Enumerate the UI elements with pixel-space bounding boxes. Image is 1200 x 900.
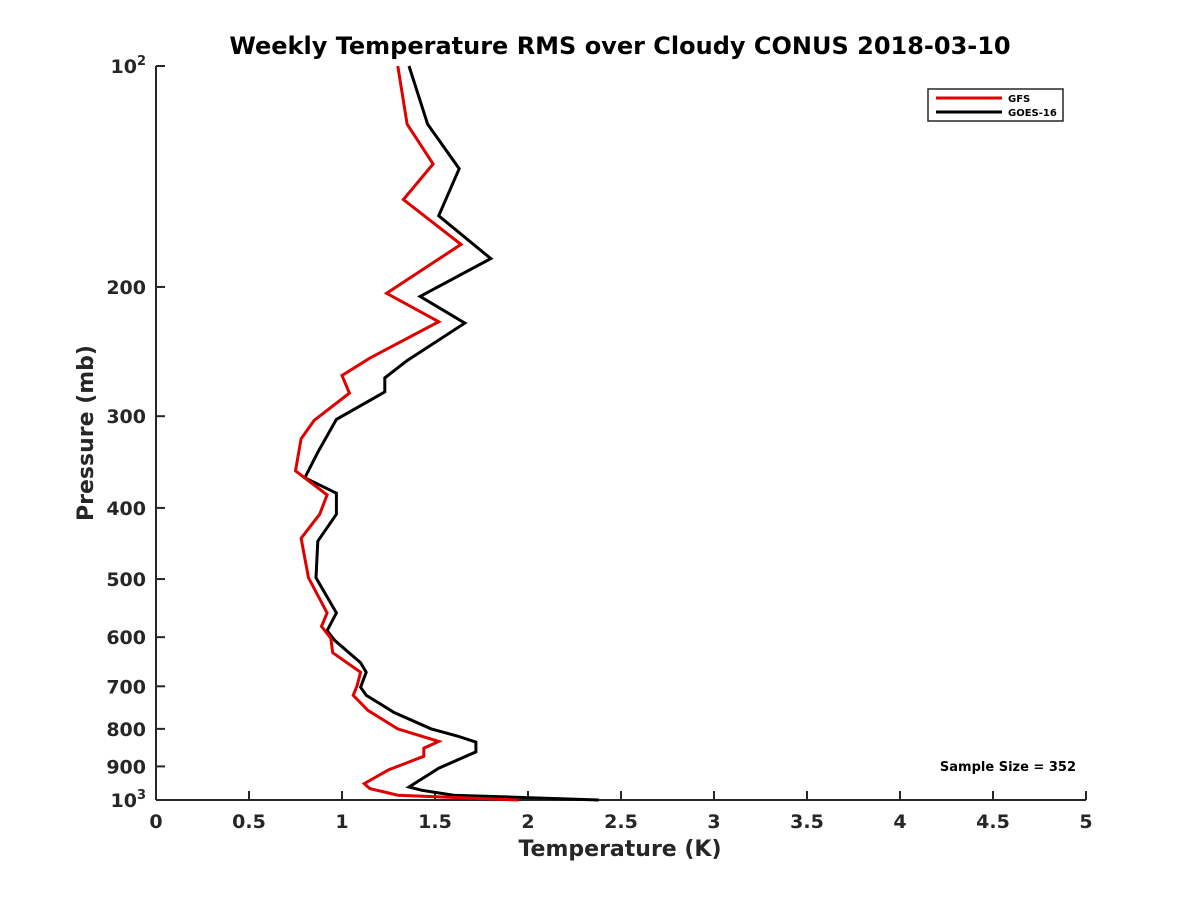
x-tick-label: 2.5: [604, 811, 638, 833]
y-tick-label: 300: [106, 406, 146, 428]
sample-size-annotation: Sample Size = 352: [940, 760, 1076, 775]
y-tick-label: 103: [111, 788, 147, 812]
x-tick-label: 3: [707, 811, 720, 833]
chart-title: Weekly Temperature RMS over Cloudy CONUS…: [229, 32, 1010, 60]
x-tick-label: 4: [893, 811, 906, 833]
y-tick-label: 400: [106, 498, 146, 520]
y-tick-label: 102: [111, 54, 147, 78]
x-tick-label: 1.5: [418, 811, 452, 833]
y-tick-label: 800: [106, 719, 146, 741]
y-tick-label: 500: [106, 569, 146, 591]
x-tick-label: 1: [335, 811, 348, 833]
x-axis-label: Temperature (K): [518, 837, 721, 862]
series-line-gfs: [293, 65, 519, 802]
x-tick-label: 3.5: [790, 811, 824, 833]
y-axis-label: Pressure (mb): [74, 345, 99, 521]
y-axis-ticks: 102 200 300 400 500 600 700 800 900 103: [106, 54, 165, 812]
x-tick-label: 5: [1079, 811, 1092, 833]
series-line-goes-16: [302, 65, 599, 802]
legend-box: [927, 88, 1064, 122]
y-tick-label: 900: [106, 756, 146, 778]
legend-label: GFS: [1008, 94, 1030, 105]
x-tick-label: 0: [149, 811, 162, 833]
y-tick-label: 200: [106, 277, 146, 299]
x-axis-ticks: 0 0.5 1 1.5 2 2.5 3 3.5 4 4.5 5: [149, 791, 1093, 833]
x-tick-label: 0.5: [232, 811, 266, 833]
y-tick-label: 600: [106, 627, 146, 649]
legend-label: GOES-16: [1008, 108, 1057, 119]
x-tick-label: 4.5: [976, 811, 1010, 833]
x-tick-label: 2: [521, 811, 534, 833]
plot-area: [155, 66, 1086, 801]
legend: GFS GOES-16: [927, 88, 1064, 122]
series-layer: [293, 65, 599, 802]
y-tick-label: 700: [106, 676, 146, 698]
